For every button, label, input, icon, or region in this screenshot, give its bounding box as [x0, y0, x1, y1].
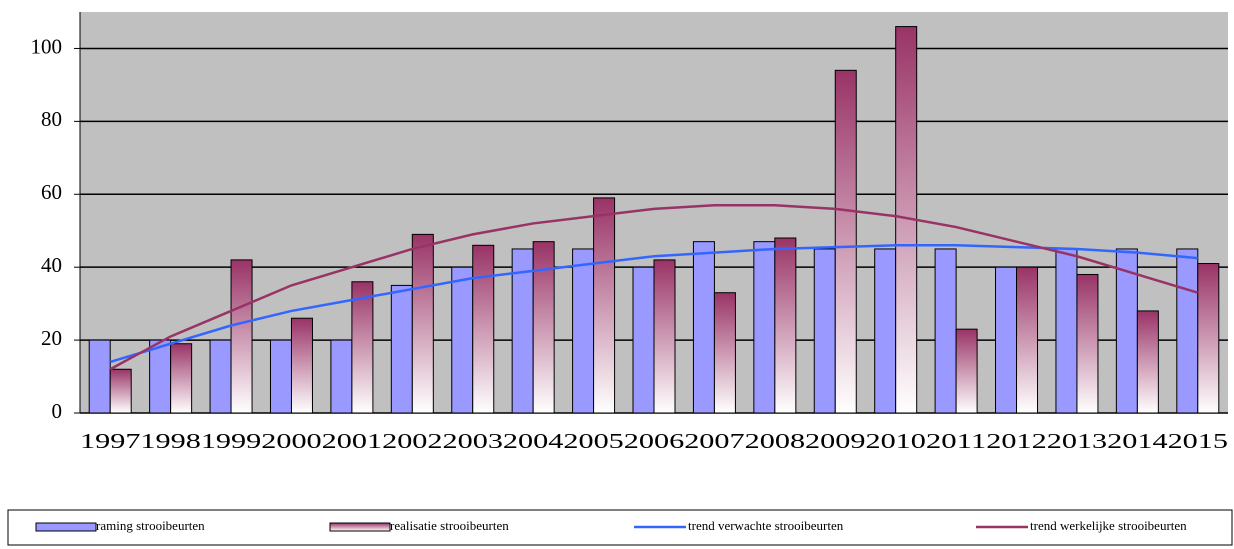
bar [1176, 248, 1199, 414]
bar [1055, 248, 1078, 414]
x-tick-label: 2014 [1107, 429, 1168, 453]
bar [411, 233, 434, 414]
bar [813, 248, 836, 414]
bar [109, 368, 132, 414]
legend-swatch [329, 522, 391, 532]
x-tick-label: 2000 [261, 429, 321, 453]
x-tick-label: 2003 [443, 429, 503, 453]
trend-line [109, 203, 1199, 371]
bar [572, 248, 595, 414]
bar [653, 259, 676, 414]
bar [290, 317, 313, 414]
x-tick-label: 2002 [382, 429, 442, 453]
bar [632, 266, 655, 414]
x-tick-label: 1997 [80, 429, 140, 453]
bar [532, 241, 555, 414]
legend-label: trend verwachte strooibeurten [688, 518, 844, 533]
bar [934, 248, 957, 414]
legend-swatch [35, 522, 97, 532]
bar [1136, 310, 1159, 414]
legend-label: realisatie strooibeurten [390, 518, 509, 533]
x-tick-label: 2006 [624, 429, 684, 453]
x-tick-label: 2004 [503, 429, 564, 453]
x-tick-label: 2005 [563, 429, 623, 453]
bar [753, 241, 776, 414]
y-tick-label: 0 [52, 399, 63, 423]
bar [88, 339, 111, 414]
x-tick-label: 2001 [322, 429, 382, 453]
bar [713, 292, 736, 414]
x-tick-label: 2015 [1168, 429, 1228, 453]
y-tick-label: 80 [41, 107, 62, 131]
bar [472, 244, 495, 414]
bar [1197, 263, 1220, 414]
y-tick-label: 20 [41, 326, 62, 350]
bar [834, 69, 857, 414]
bar [451, 266, 474, 414]
bar [330, 339, 353, 414]
bar [1016, 266, 1039, 414]
bar [874, 248, 897, 414]
bar [230, 259, 253, 414]
bar [269, 339, 292, 414]
bar [995, 266, 1018, 414]
bar [170, 343, 193, 414]
bar [774, 237, 797, 414]
x-tick-label: 2013 [1047, 429, 1107, 453]
x-tick-label: 2011 [926, 429, 986, 453]
y-tick-label: 100 [31, 34, 63, 58]
x-tick-label: 1998 [140, 429, 200, 453]
bar [955, 328, 978, 414]
bar [390, 284, 413, 414]
x-tick-label: 2009 [805, 429, 865, 453]
y-tick-label: 60 [41, 180, 62, 204]
legend-label: raming strooibeurten [96, 518, 205, 533]
trend-line [109, 244, 1198, 364]
bar [351, 281, 374, 414]
y-tick-label: 40 [41, 253, 62, 277]
bar [692, 241, 715, 414]
legend-label: trend werkelijke strooibeurten [1030, 518, 1187, 533]
x-tick-label: 1999 [201, 429, 261, 453]
bar [209, 339, 232, 414]
bar [149, 339, 172, 414]
x-tick-label: 2010 [865, 429, 925, 453]
x-tick-label: 2008 [745, 429, 805, 453]
bar [1076, 273, 1099, 414]
bar [593, 197, 616, 414]
x-tick-label: 2012 [986, 429, 1046, 453]
x-tick-label: 2007 [684, 429, 744, 453]
